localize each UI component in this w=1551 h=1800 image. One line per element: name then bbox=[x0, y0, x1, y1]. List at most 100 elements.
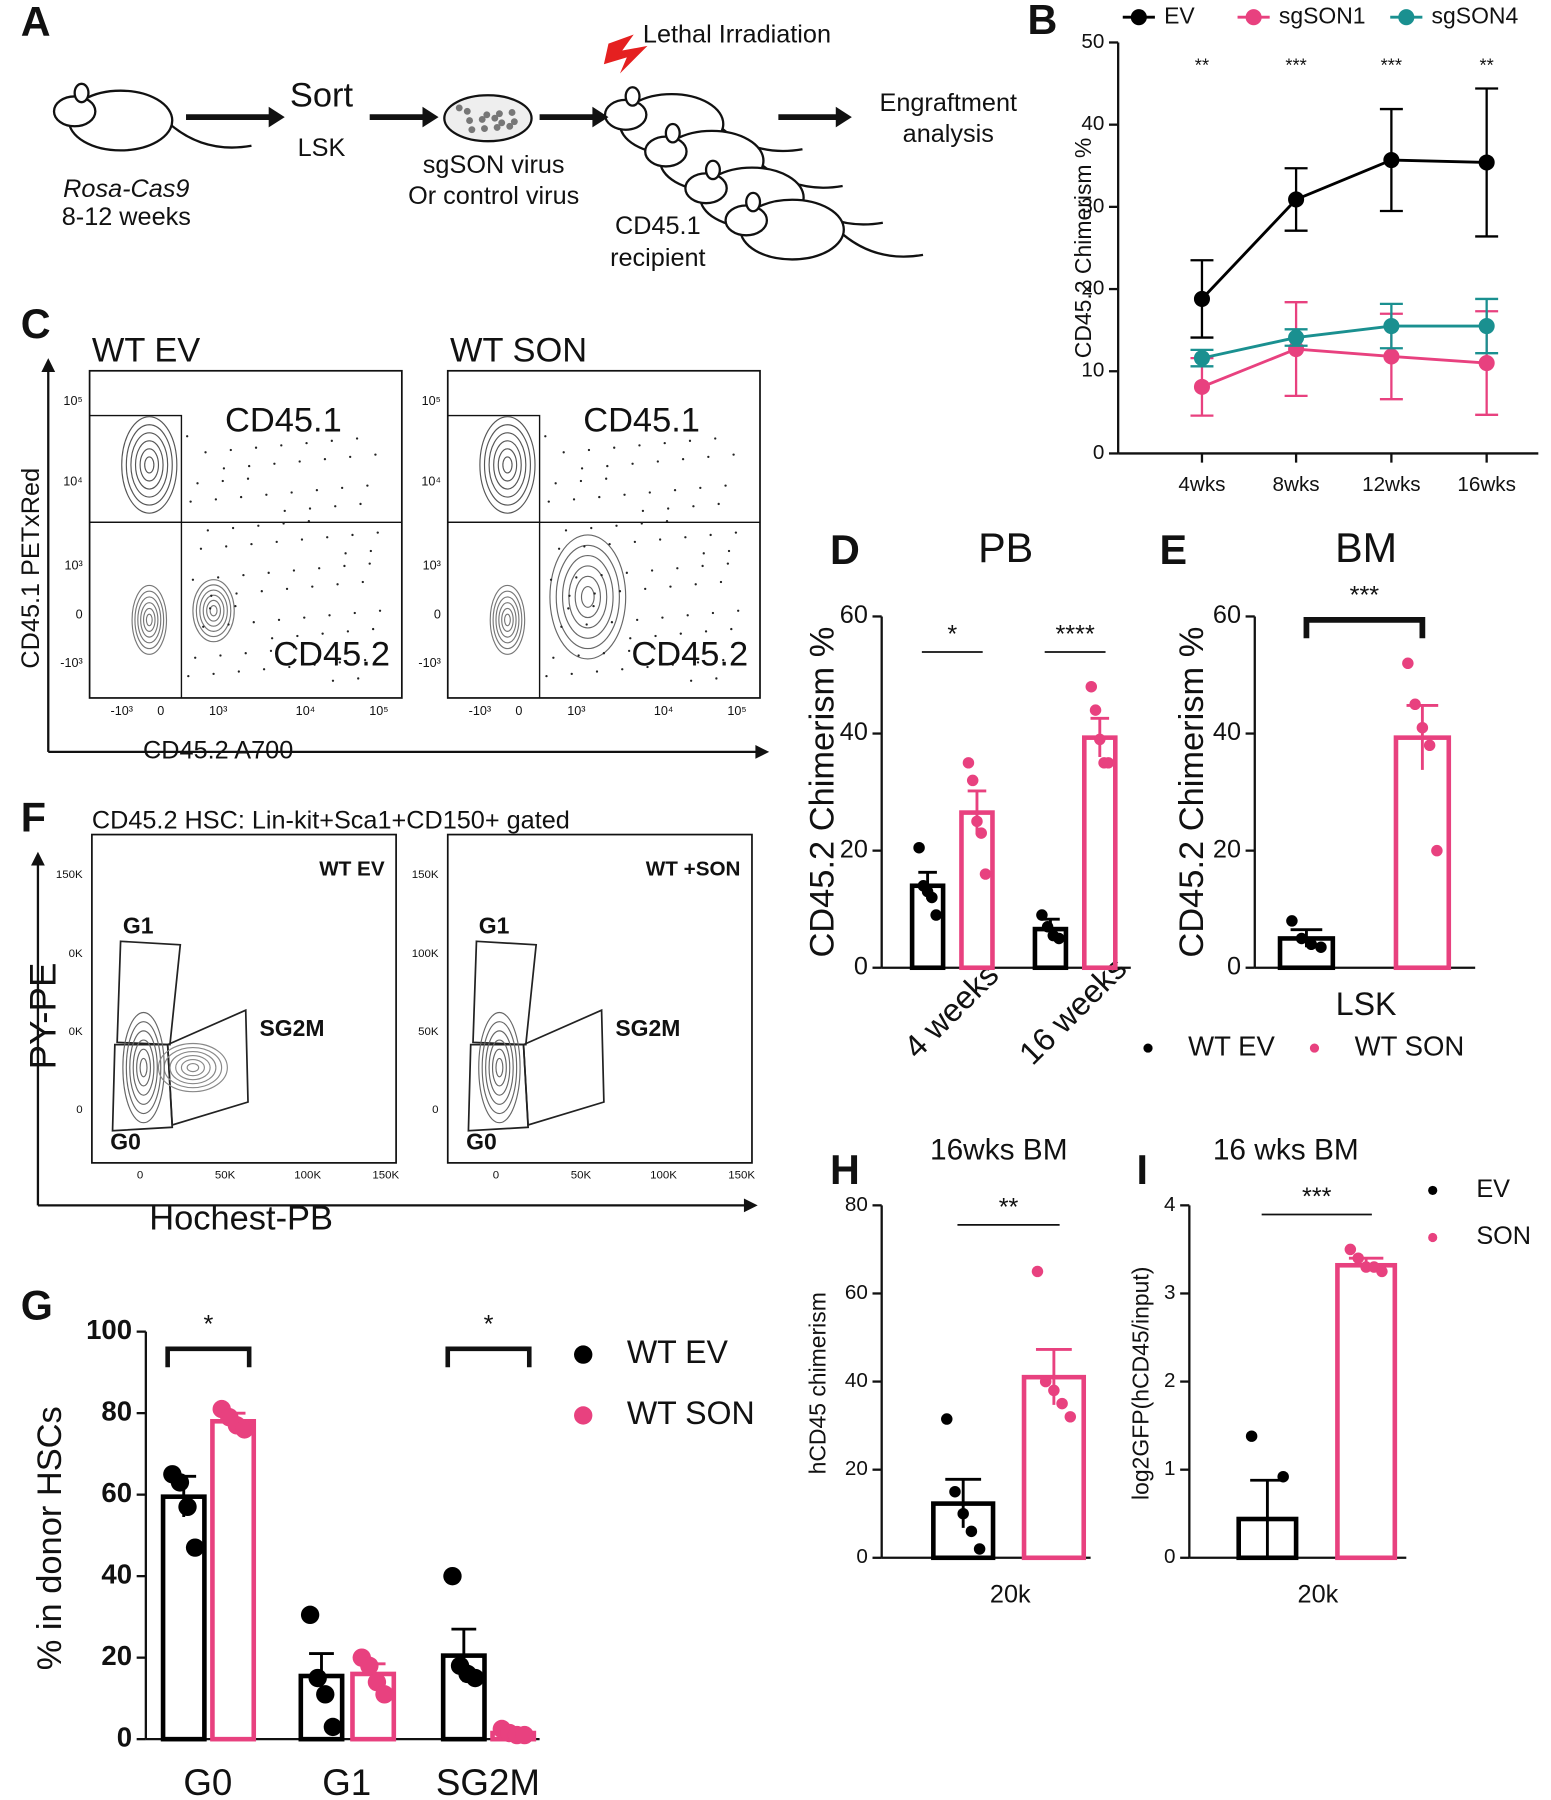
decoration bbox=[633, 540, 637, 543]
decoration bbox=[265, 493, 268, 496]
decoration bbox=[338, 661, 341, 664]
y-tick-label: 2 bbox=[1164, 1369, 1175, 1392]
decoration bbox=[664, 122, 681, 144]
decoration bbox=[303, 616, 306, 619]
plot-label: WT +SON bbox=[646, 858, 741, 881]
data-point bbox=[1031, 1265, 1044, 1278]
decoration bbox=[468, 126, 476, 134]
y-tick-label: 0 bbox=[854, 952, 868, 980]
data-point bbox=[1352, 1252, 1364, 1264]
legend-label: EV bbox=[1476, 1175, 1510, 1203]
tick-label: 10³ bbox=[423, 558, 441, 572]
decoration bbox=[139, 448, 160, 482]
decoration bbox=[478, 1011, 521, 1124]
bar bbox=[210, 1418, 257, 1742]
decoration bbox=[189, 500, 192, 503]
data-point bbox=[1423, 739, 1436, 751]
decoration bbox=[498, 602, 517, 638]
tick-label: 50K bbox=[571, 1170, 592, 1182]
decoration bbox=[175, 1054, 211, 1081]
tick-label: 10⁴ bbox=[421, 474, 440, 488]
text: Rosa-Cas9 bbox=[63, 175, 189, 203]
bar bbox=[1335, 1262, 1398, 1561]
decoration bbox=[688, 439, 692, 442]
data-point bbox=[1376, 1265, 1388, 1278]
tick-label: -10³ bbox=[469, 704, 491, 718]
gate-label: G0 bbox=[110, 1128, 141, 1154]
decoration bbox=[288, 665, 291, 669]
decoration bbox=[300, 538, 304, 541]
decoration bbox=[726, 562, 730, 565]
axis-label: % in donor HSCs bbox=[31, 1406, 69, 1670]
decoration bbox=[602, 652, 606, 655]
decoration bbox=[567, 607, 570, 610]
legend-marker bbox=[1245, 9, 1262, 26]
decoration bbox=[186, 435, 189, 438]
data-point bbox=[1064, 1411, 1077, 1423]
legend-label: WT SON bbox=[627, 1395, 755, 1431]
decoration bbox=[595, 670, 599, 673]
x-tick-label: G0 bbox=[183, 1762, 232, 1800]
decoration bbox=[371, 627, 375, 631]
decoration bbox=[191, 578, 195, 581]
panel-letter: E bbox=[1159, 527, 1187, 573]
decoration bbox=[250, 542, 253, 546]
decoration bbox=[491, 114, 499, 122]
y-tick-label: 3 bbox=[1164, 1281, 1175, 1304]
decoration bbox=[208, 607, 212, 610]
data-point bbox=[930, 909, 942, 921]
decoration bbox=[129, 1030, 158, 1105]
decoration bbox=[583, 545, 586, 548]
y-tick-label: 20 bbox=[840, 835, 868, 863]
tick-label: 150K bbox=[412, 869, 439, 881]
axis-label: CD45.2 Chimerism % bbox=[1173, 627, 1211, 958]
decoration bbox=[359, 502, 362, 506]
decoration bbox=[483, 424, 531, 506]
point bbox=[1193, 290, 1211, 307]
data-point bbox=[300, 1605, 320, 1625]
decoration bbox=[722, 658, 725, 662]
decoration bbox=[610, 621, 614, 624]
gate-label: CD45.2 bbox=[273, 636, 390, 674]
point bbox=[1383, 151, 1400, 169]
data-point bbox=[973, 1543, 986, 1555]
decoration bbox=[841, 233, 924, 258]
y-tick-label: 40 bbox=[1213, 718, 1241, 746]
decoration bbox=[504, 613, 511, 627]
data-point bbox=[170, 1473, 190, 1492]
text: Engraftment bbox=[879, 89, 1017, 117]
decoration bbox=[254, 446, 258, 449]
decoration bbox=[163, 1046, 223, 1089]
decoration bbox=[323, 458, 327, 461]
decoration bbox=[676, 567, 679, 570]
decoration bbox=[715, 677, 718, 680]
point bbox=[1478, 354, 1495, 372]
point bbox=[1288, 191, 1305, 208]
decoration bbox=[199, 547, 203, 550]
decoration bbox=[267, 571, 270, 574]
decoration bbox=[489, 584, 526, 655]
panel-letter: F bbox=[21, 795, 46, 841]
data-point bbox=[1056, 1397, 1068, 1410]
decoration bbox=[199, 589, 228, 632]
y-tick-label: 40 bbox=[1081, 112, 1104, 135]
decoration bbox=[344, 552, 347, 555]
plot-label: WT EV bbox=[319, 858, 385, 881]
tick-label: 10³ bbox=[209, 704, 227, 718]
decoration bbox=[269, 649, 273, 653]
decoration bbox=[714, 437, 717, 440]
decoration bbox=[277, 618, 281, 622]
decoration bbox=[623, 493, 626, 496]
decoration bbox=[568, 594, 571, 597]
decoration bbox=[195, 584, 232, 638]
decoration bbox=[603, 34, 648, 74]
decoration bbox=[209, 604, 218, 617]
text: Sort bbox=[290, 77, 354, 115]
decoration bbox=[204, 451, 207, 454]
decoration bbox=[242, 573, 245, 577]
tick-label: 0 bbox=[434, 608, 441, 622]
data-point bbox=[957, 1507, 969, 1520]
decoration bbox=[709, 533, 712, 537]
legend-label: sgSON1 bbox=[1279, 2, 1366, 28]
